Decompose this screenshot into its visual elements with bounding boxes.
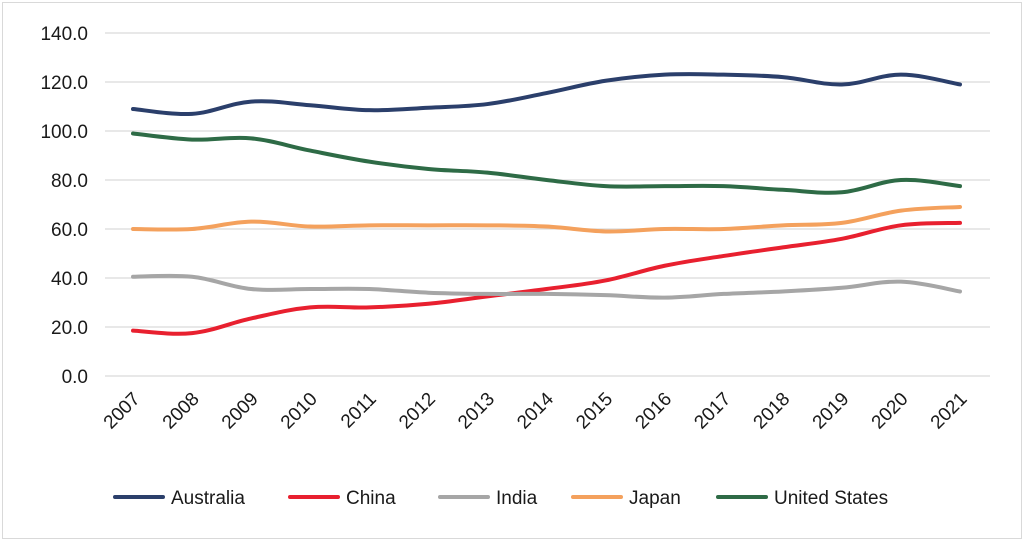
x-tick-label: 2012	[395, 389, 440, 434]
series-lines	[131, 72, 962, 336]
series-line-india	[131, 273, 962, 300]
legend-label: Australia	[171, 488, 245, 509]
y-tick-label: 140.0	[40, 24, 88, 45]
y-tick-label: 60.0	[51, 220, 88, 241]
y-tick-label: 120.0	[40, 73, 88, 94]
x-tick-label: 2018	[750, 389, 795, 434]
x-tick-label: 2019	[809, 389, 854, 434]
y-axis-ticks: 0.0 20.0 40.0 60.0 80.0 100.0 120.0 140.0	[40, 24, 88, 388]
legend-label: Japan	[629, 488, 681, 509]
series-line-australia	[131, 72, 962, 117]
x-axis-ticks: 2007 2008 2009 2010 2011 2012 2013 2014 2015 2016…	[100, 388, 972, 433]
legend: Australia China India Japan United States	[113, 488, 888, 509]
legend-label: China	[346, 488, 396, 509]
series-line-japan	[131, 204, 962, 234]
y-tick-label: 100.0	[40, 122, 88, 143]
x-tick-label: 2009	[218, 389, 263, 434]
x-tick-label: 2013	[454, 389, 499, 434]
x-tick-label: 2020	[868, 389, 913, 434]
x-tick-label: 2016	[631, 389, 676, 434]
x-tick-label: 2011	[337, 389, 381, 433]
series-line-united-states	[131, 131, 962, 195]
legend-label: India	[496, 488, 538, 509]
x-tick-label: 2021	[927, 389, 972, 434]
x-tick-label: 2014	[513, 388, 558, 433]
y-tick-label: 40.0	[51, 269, 88, 290]
x-tick-label: 2010	[277, 389, 322, 434]
legend-label: United States	[774, 488, 888, 509]
x-tick-label: 2017	[691, 389, 736, 434]
x-tick-label: 2008	[159, 389, 204, 434]
y-tick-label: 0.0	[62, 367, 88, 388]
x-tick-label: 2015	[572, 389, 617, 434]
y-tick-label: 20.0	[51, 318, 88, 339]
x-tick-label: 2007	[100, 389, 145, 434]
series-line-china	[131, 220, 962, 336]
y-tick-label: 80.0	[51, 171, 88, 192]
